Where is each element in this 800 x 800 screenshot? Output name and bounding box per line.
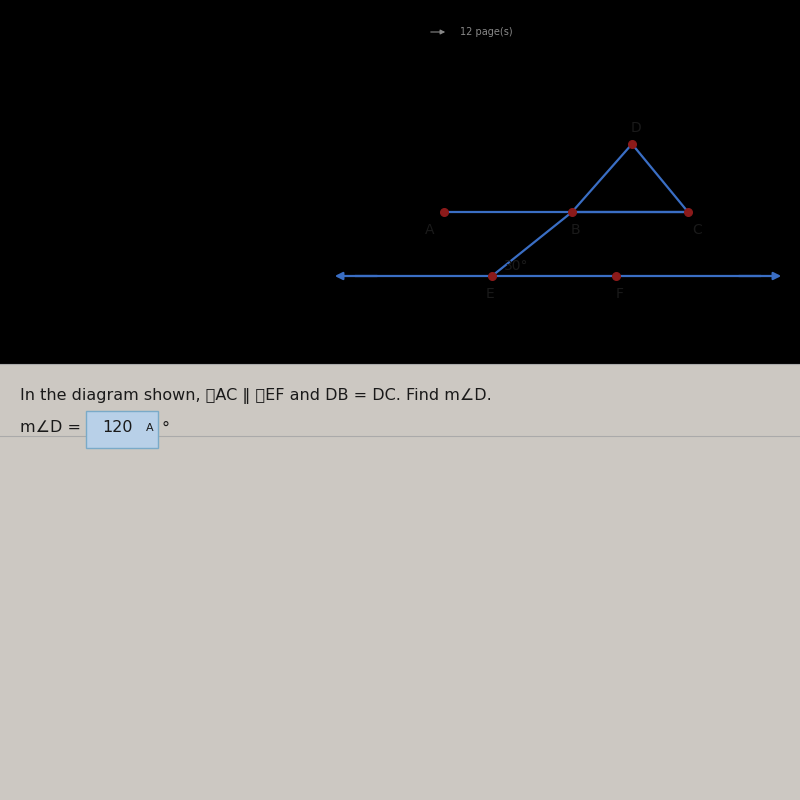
- Text: 12 page(s): 12 page(s): [460, 27, 513, 37]
- Text: D: D: [630, 121, 642, 135]
- Text: F: F: [616, 286, 624, 301]
- Text: 120: 120: [102, 421, 133, 435]
- Text: °: °: [162, 421, 170, 435]
- Text: A: A: [425, 222, 434, 237]
- FancyBboxPatch shape: [86, 411, 158, 448]
- Text: A: A: [146, 423, 154, 433]
- Text: In the diagram shown, ⃔AC ‖ ⃔EF and DB = DC. Find m∠D.: In the diagram shown, ⃔AC ‖ ⃔EF and DB =…: [20, 388, 492, 404]
- Text: 30°: 30°: [504, 258, 529, 273]
- Text: E: E: [486, 286, 494, 301]
- Bar: [0, 364, 800, 800]
- Text: m∠D =: m∠D =: [20, 421, 81, 435]
- Text: C: C: [693, 222, 702, 237]
- Text: B: B: [570, 222, 580, 237]
